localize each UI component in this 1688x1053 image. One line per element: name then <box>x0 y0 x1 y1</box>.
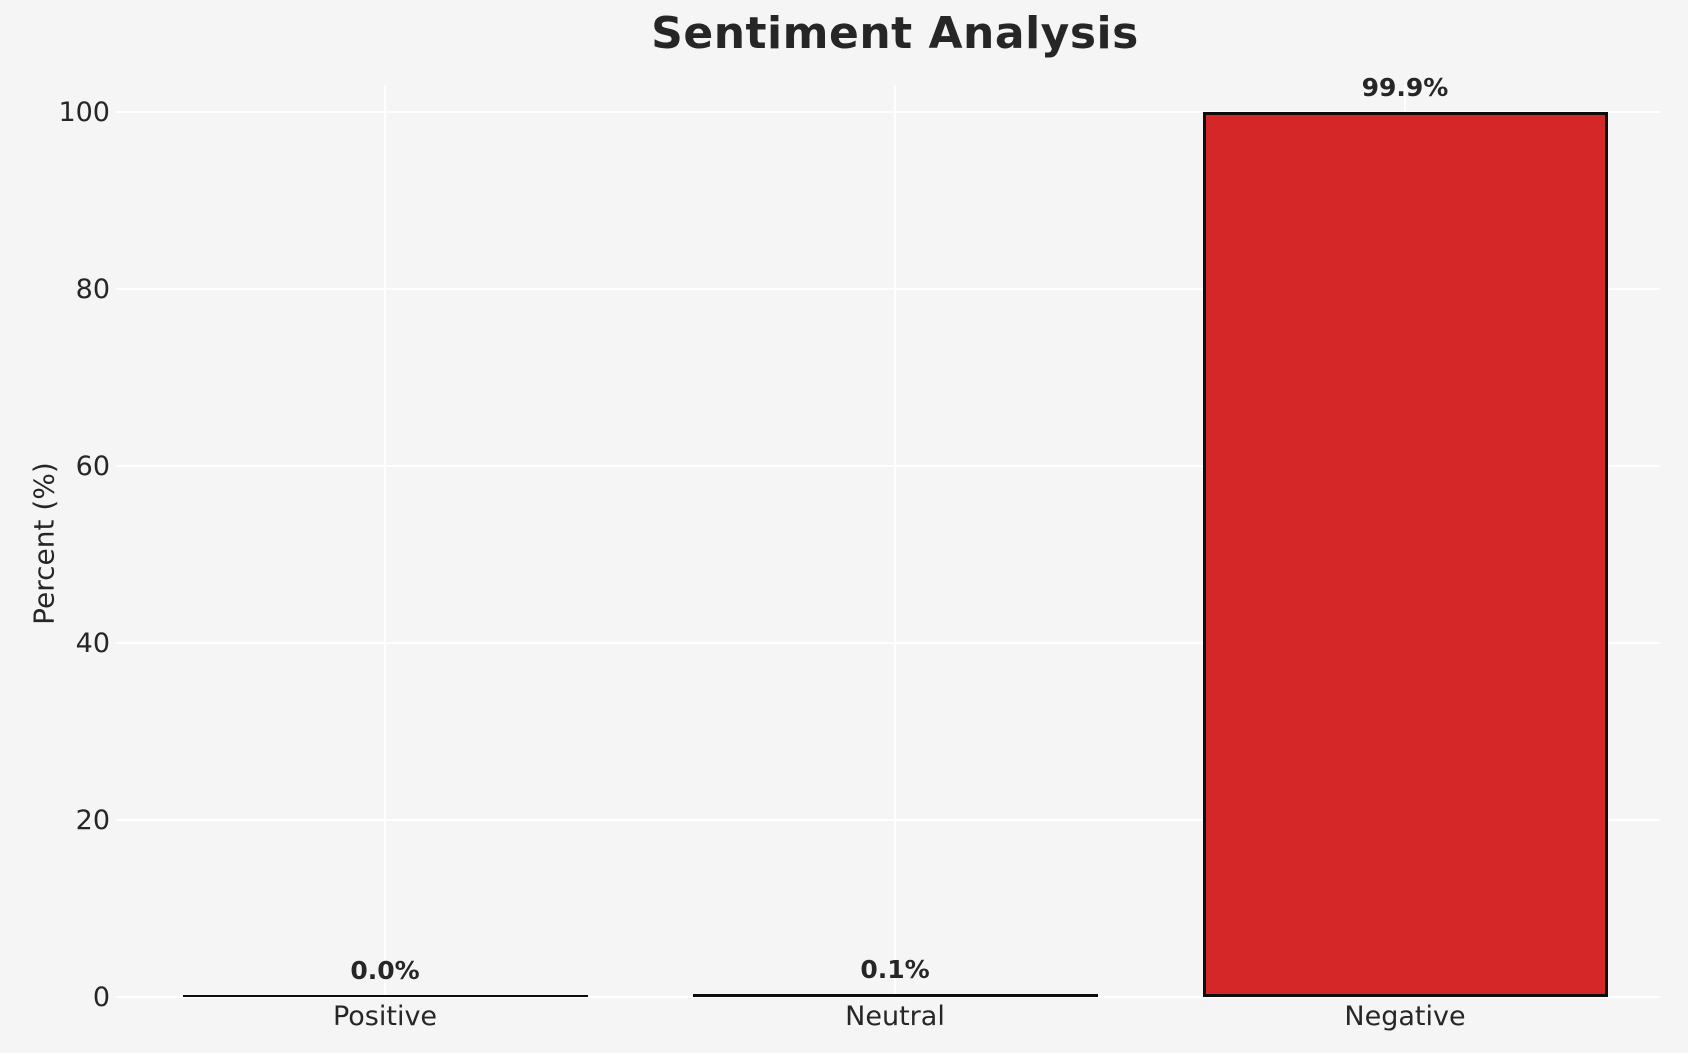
plot-area: 0.0% 0.1% 99.9% <box>130 75 1660 998</box>
x-gridline <box>894 85 896 997</box>
y-gridline <box>130 996 1660 998</box>
bar-value-label: 0.1% <box>860 955 930 984</box>
y-tick-label: 20 <box>75 804 110 836</box>
x-tick-label: Positive <box>332 1001 438 1032</box>
chart-title: Sentiment Analysis <box>651 8 1139 59</box>
y-tick-mark <box>116 464 130 467</box>
bar-neutral <box>693 994 1098 997</box>
bar-value-label: 0.0% <box>350 956 420 985</box>
y-tick-mark <box>116 818 130 821</box>
y-tick-mark <box>116 996 130 998</box>
bar-positive <box>183 995 588 997</box>
y-tick-label: 100 <box>58 96 110 128</box>
y-tick-mark <box>116 287 130 290</box>
x-tick-label: Neutral <box>845 1001 945 1032</box>
y-tick-mark <box>116 110 130 113</box>
bar-value-label: 99.9% <box>1361 73 1449 102</box>
bar-negative <box>1203 112 1608 997</box>
y-tick-label: 60 <box>75 450 110 482</box>
y-tick-mark <box>116 641 130 644</box>
y-tick-label: 0 <box>92 982 110 1013</box>
x-gridline <box>384 85 386 997</box>
y-tick-label: 40 <box>75 627 110 659</box>
y-tick-label: 80 <box>75 273 110 305</box>
x-tick-label: Negative <box>1344 1001 1466 1032</box>
